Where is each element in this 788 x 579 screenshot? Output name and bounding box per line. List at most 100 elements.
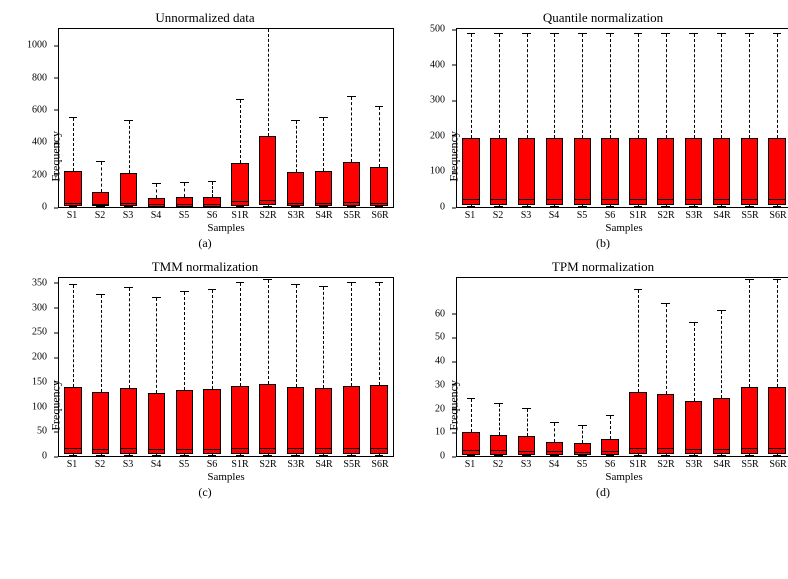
whisker-cap — [606, 33, 615, 34]
y-tick: 1000 — [27, 40, 53, 51]
x-tick: S2 — [95, 459, 106, 470]
whisker-cap — [347, 282, 356, 283]
whisker-cap — [467, 455, 476, 456]
median-line — [546, 199, 563, 200]
whisker-cap — [69, 117, 78, 118]
whisker-upper — [749, 34, 750, 137]
median-line — [92, 449, 109, 450]
x-tick: S4R — [713, 459, 730, 470]
box — [546, 442, 563, 455]
whisker-upper — [749, 280, 750, 387]
box — [64, 387, 81, 454]
whisker-cap — [291, 284, 300, 285]
box — [574, 443, 591, 455]
box — [287, 387, 304, 454]
whisker-cap — [717, 310, 726, 311]
whisker-cap — [375, 282, 384, 283]
box — [370, 167, 387, 206]
whisker-cap — [263, 455, 272, 456]
whisker-upper — [471, 399, 472, 432]
whisker-upper — [777, 34, 778, 137]
whisker-cap — [494, 455, 503, 456]
whisker-cap — [578, 425, 587, 426]
box — [462, 432, 479, 455]
median-line — [768, 199, 785, 200]
x-tick: S3R — [287, 459, 304, 470]
median-line — [518, 451, 535, 452]
whisker-upper — [471, 34, 472, 137]
x-tick: S5 — [577, 459, 588, 470]
whisker-upper — [240, 283, 241, 386]
x-tick: S3 — [521, 459, 532, 470]
whisker-cap — [236, 206, 245, 207]
whisker-cap — [717, 33, 726, 34]
whisker-cap — [347, 206, 356, 207]
whisker-cap — [550, 33, 559, 34]
panel-c: TMM normalizationFrequency05010015020025… — [10, 259, 400, 500]
median-line — [685, 449, 702, 450]
x-tick: S6R — [371, 459, 388, 470]
y-tick: 20 — [435, 403, 451, 414]
y-tick: 150 — [32, 376, 53, 387]
y-tick: 500 — [430, 24, 451, 35]
whisker-upper — [351, 283, 352, 386]
whisker-upper — [184, 183, 185, 198]
x-tick: S1 — [67, 210, 78, 221]
box — [713, 138, 730, 206]
x-tick: S2 — [493, 210, 504, 221]
whisker-cap — [263, 206, 272, 207]
whisker-cap — [96, 294, 105, 295]
whisker-cap — [124, 455, 133, 456]
whisker-cap — [291, 120, 300, 121]
y-tick: 800 — [32, 72, 53, 83]
box — [601, 439, 618, 454]
median-line — [546, 451, 563, 452]
x-tick: S6 — [605, 210, 616, 221]
median-line — [120, 203, 137, 204]
y-tick: 0 — [42, 451, 53, 462]
x-tick: S4R — [315, 210, 332, 221]
whisker-cap — [550, 422, 559, 423]
whisker-cap — [550, 206, 559, 207]
box — [231, 386, 248, 454]
whisker-cap — [689, 33, 698, 34]
whisker-cap — [689, 322, 698, 323]
whisker-cap — [467, 33, 476, 34]
median-line — [148, 204, 165, 205]
whisker-cap — [319, 117, 328, 118]
whisker-cap — [634, 206, 643, 207]
plot-wrap: Frequency0100200300400500S1S2S3S4S5S6S1R… — [456, 28, 788, 234]
median-line — [462, 199, 479, 200]
whisker-cap — [494, 206, 503, 207]
whisker-upper — [694, 34, 695, 137]
x-tick: S3R — [685, 210, 702, 221]
box — [370, 385, 387, 454]
x-tick: S4R — [315, 459, 332, 470]
whisker-cap — [773, 455, 782, 456]
median-line — [370, 448, 387, 449]
whisker-upper — [777, 280, 778, 387]
x-ticks: S1S2S3S4S5S6S1RS2RS3RS4RS5RS6R — [456, 208, 788, 222]
median-line — [231, 448, 248, 449]
median-line — [462, 450, 479, 451]
panel-sublabel: (d) — [408, 485, 788, 500]
box — [92, 392, 109, 454]
plot-area: 02004006008001000 — [58, 28, 394, 208]
box — [518, 436, 535, 455]
whisker-cap — [745, 279, 754, 280]
median-line — [518, 199, 535, 200]
panel-title: Quantile normalization — [408, 10, 788, 26]
median-line — [315, 448, 332, 449]
x-tick: S3R — [685, 459, 702, 470]
whisker-upper — [554, 34, 555, 137]
box — [120, 173, 137, 206]
whisker-cap — [689, 206, 698, 207]
whisker-upper — [156, 184, 157, 198]
y-tick: 400 — [32, 137, 53, 148]
x-tick: S4 — [549, 459, 560, 470]
median-line — [92, 204, 109, 205]
y-tick: 100 — [32, 401, 53, 412]
x-tick: S2R — [657, 210, 674, 221]
panel-title: TPM normalization — [408, 259, 788, 275]
box — [546, 138, 563, 206]
